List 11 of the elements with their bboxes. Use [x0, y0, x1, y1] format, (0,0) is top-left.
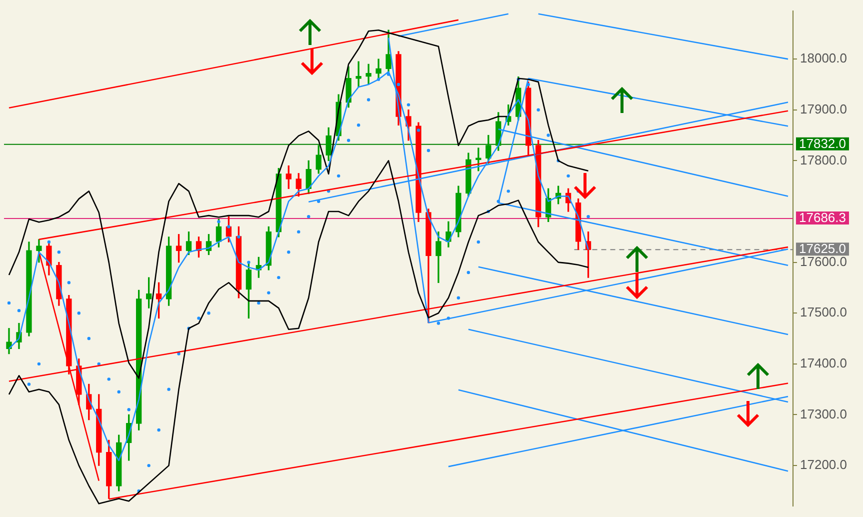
y-tick-label: 17300.0 [800, 406, 847, 422]
ref-line-label: 17686.3 [799, 210, 846, 226]
ref-line-label: 17625.0 [799, 241, 846, 256]
y-tick-label: 17400.0 [800, 356, 847, 371]
y-tick-label: 17800.0 [800, 152, 847, 168]
y-tick-label: 17200.0 [800, 457, 847, 472]
y-tick-label: 18000.0 [800, 50, 847, 66]
y-tick-label: 17900.0 [800, 101, 847, 116]
y-tick-label: 17500.0 [800, 304, 847, 320]
ref-line-label: 17832.0 [799, 136, 846, 152]
y-tick-label: 17600.0 [800, 254, 847, 269]
